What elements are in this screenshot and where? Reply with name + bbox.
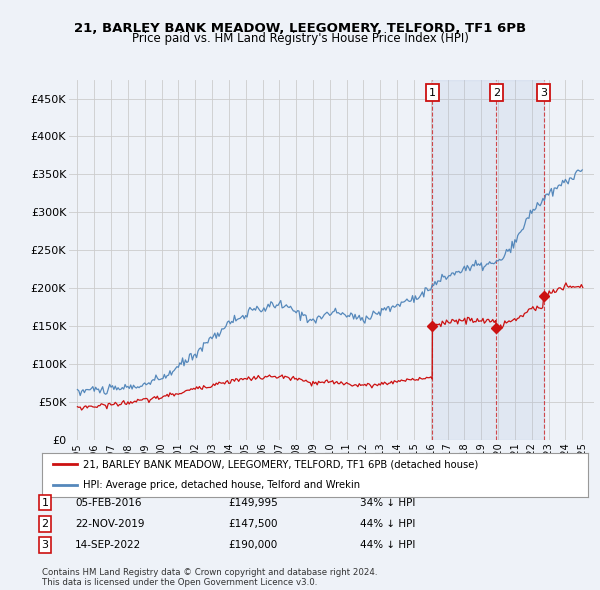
Text: 2: 2 (493, 87, 500, 97)
Text: £147,500: £147,500 (228, 519, 277, 529)
Text: £190,000: £190,000 (228, 540, 277, 550)
Text: 3: 3 (41, 540, 49, 550)
Text: HPI: Average price, detached house, Telford and Wrekin: HPI: Average price, detached house, Telf… (83, 480, 360, 490)
Text: 1: 1 (429, 87, 436, 97)
Text: 2: 2 (41, 519, 49, 529)
Text: 21, BARLEY BANK MEADOW, LEEGOMERY, TELFORD, TF1 6PB (detached house): 21, BARLEY BANK MEADOW, LEEGOMERY, TELFO… (83, 460, 478, 470)
Text: 14-SEP-2022: 14-SEP-2022 (75, 540, 141, 550)
Text: 3: 3 (540, 87, 547, 97)
Text: 34% ↓ HPI: 34% ↓ HPI (360, 498, 415, 507)
Text: 05-FEB-2016: 05-FEB-2016 (75, 498, 142, 507)
Text: 21, BARLEY BANK MEADOW, LEEGOMERY, TELFORD, TF1 6PB: 21, BARLEY BANK MEADOW, LEEGOMERY, TELFO… (74, 22, 526, 35)
Text: £149,995: £149,995 (228, 498, 278, 507)
Text: Price paid vs. HM Land Registry's House Price Index (HPI): Price paid vs. HM Land Registry's House … (131, 32, 469, 45)
Text: 22-NOV-2019: 22-NOV-2019 (75, 519, 145, 529)
Text: 44% ↓ HPI: 44% ↓ HPI (360, 540, 415, 550)
Bar (433, 80, 544, 440)
Text: 44% ↓ HPI: 44% ↓ HPI (360, 519, 415, 529)
Text: Contains HM Land Registry data © Crown copyright and database right 2024.
This d: Contains HM Land Registry data © Crown c… (42, 568, 377, 587)
Text: 1: 1 (41, 498, 49, 507)
